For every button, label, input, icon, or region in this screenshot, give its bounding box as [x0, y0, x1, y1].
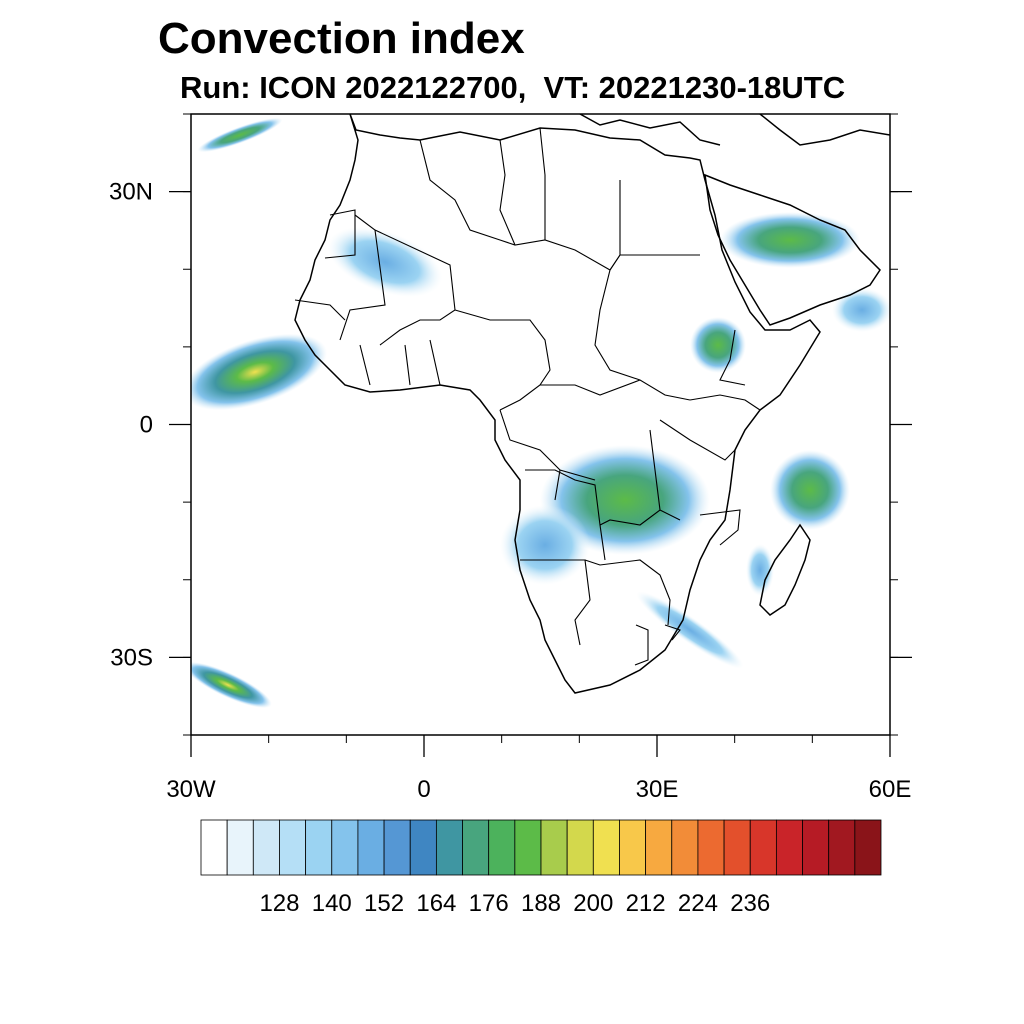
- colorbar-swatch: [331, 819, 359, 876]
- colorbar-label: 128: [259, 890, 299, 917]
- colorbar-swatch: [566, 819, 594, 876]
- convection-area-west-africa-coast: [191, 333, 328, 411]
- colorbar-swatch: [723, 819, 751, 876]
- map-frame: [190, 113, 891, 736]
- colorbar-swatch: [409, 819, 437, 876]
- lon-tick-label: 60E: [869, 776, 912, 803]
- colorbar-swatch: [775, 819, 803, 876]
- colorbar-swatch: [462, 819, 490, 876]
- convection-area-madagascar: [770, 450, 850, 530]
- colorbar-label: 152: [364, 890, 404, 917]
- coastlines: [294, 114, 890, 694]
- colorbar-swatch: [252, 819, 280, 876]
- colorbar-swatch: [592, 819, 620, 876]
- colorbar-label: 188: [521, 890, 561, 917]
- lat-tick-label: 30N: [109, 179, 153, 206]
- convection-field: [191, 114, 890, 709]
- colorbar-swatch: [435, 819, 463, 876]
- lon-tick-label: 30W: [166, 776, 216, 803]
- convection-area-south-atlantic: [191, 661, 272, 709]
- map-subtitle: Run: ICON 2022122700, VT: 20221230-18UTC: [180, 70, 846, 105]
- convection-area-angola: [500, 505, 590, 585]
- colorbar-swatch: [854, 819, 882, 876]
- colorbar-label: 140: [312, 890, 352, 917]
- colorbar-swatch: [200, 819, 228, 876]
- colorbar-label: 236: [730, 890, 770, 917]
- colorbar-swatch: [645, 819, 673, 876]
- convection-area-south-africa-band: [636, 591, 744, 669]
- colorbar-swatch: [514, 819, 542, 876]
- colorbar-swatch: [749, 819, 777, 876]
- colorbar-swatch: [305, 819, 333, 876]
- lat-tick-label: 0: [140, 412, 153, 439]
- colorbar-label: 224: [678, 890, 718, 917]
- convection-area-mozambique-channel: [746, 544, 774, 596]
- country-borders: [294, 127, 761, 666]
- convection-area-north-atlantic: [197, 117, 283, 153]
- colorbar-swatch: [279, 819, 307, 876]
- colorbar-swatch: [357, 819, 385, 876]
- colorbar: 128 140 152 164 176 188 200 212 224 236: [200, 819, 882, 917]
- colorbar-label: 176: [469, 890, 509, 917]
- colorbar-swatch: [697, 819, 725, 876]
- convection-area-arabian-sea: [832, 288, 890, 332]
- map-title: Convection index: [158, 14, 525, 63]
- colorbar-label: 212: [626, 890, 666, 917]
- colorbar-label: 200: [573, 890, 613, 917]
- lat-tick-label: 30S: [110, 644, 153, 671]
- lon-tick-label: 30E: [636, 776, 679, 803]
- colorbar-swatch: [488, 819, 516, 876]
- colorbar-swatch: [540, 819, 568, 876]
- colorbar-swatch: [619, 819, 647, 876]
- colorbar-swatch: [671, 819, 699, 876]
- colorbar-swatch: [383, 819, 411, 876]
- colorbar-swatch: [828, 819, 856, 876]
- lon-tick-label: 0: [417, 776, 430, 803]
- colorbar-label: 164: [416, 890, 456, 917]
- colorbar-swatch: [226, 819, 254, 876]
- convection-area-arabia: [720, 212, 860, 268]
- colorbar-swatch: [802, 819, 830, 876]
- axis-ticks: 30W 0 30E 60E 30N 0 30S: [109, 113, 912, 803]
- convection-area-sahara: [327, 227, 443, 297]
- convection-area-ethiopia: [690, 317, 746, 373]
